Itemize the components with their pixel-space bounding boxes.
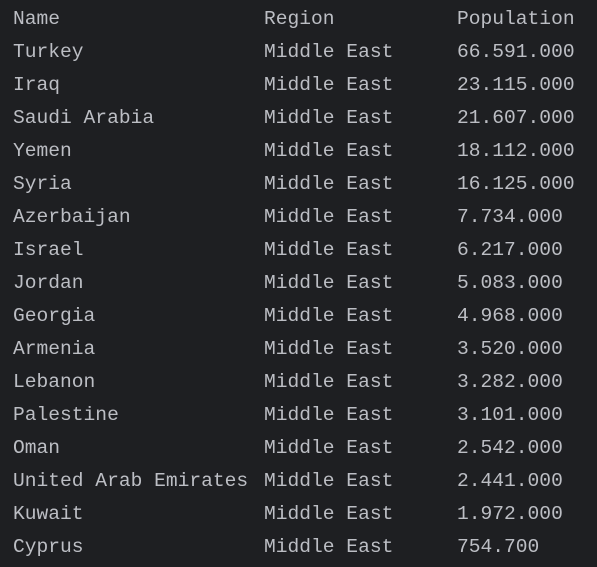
- population-cell: 5.083.000: [457, 272, 563, 294]
- region-cell: Middle East: [264, 404, 393, 426]
- population-cell: 2.441.000: [457, 470, 563, 492]
- population-cell: 3.101.000: [457, 404, 563, 426]
- region-cell: Middle East: [264, 437, 393, 459]
- region-cell: Middle East: [264, 74, 393, 96]
- name-cell: Azerbaijan: [13, 206, 131, 228]
- population-cell: 1.972.000: [457, 503, 563, 525]
- name-cell: Israel: [13, 239, 84, 261]
- region-cell: Middle East: [264, 239, 393, 261]
- region-cell: Middle East: [264, 140, 393, 162]
- name-cell: Cyprus: [13, 536, 84, 558]
- population-cell: 23.115.000: [457, 74, 575, 96]
- population-cell: 66.591.000: [457, 41, 575, 63]
- population-cell: 3.282.000: [457, 371, 563, 393]
- population-cell: 7.734.000: [457, 206, 563, 228]
- region-cell: Middle East: [264, 107, 393, 129]
- header-cell: Region: [264, 8, 335, 30]
- name-cell: Georgia: [13, 305, 96, 327]
- region-cell: Middle East: [264, 272, 393, 294]
- region-cell: Middle East: [264, 305, 393, 327]
- population-cell: 21.607.000: [457, 107, 575, 129]
- population-cell: 2.542.000: [457, 437, 563, 459]
- name-cell: Palestine: [13, 404, 119, 426]
- population-cell: 3.520.000: [457, 338, 563, 360]
- name-cell: Iraq: [13, 74, 60, 96]
- region-cell: Middle East: [264, 41, 393, 63]
- name-cell: Oman: [13, 437, 60, 459]
- header-cell: Name: [13, 8, 60, 30]
- name-cell: United Arab Emirates: [13, 470, 248, 492]
- header-cell: Population: [457, 8, 575, 30]
- name-cell: Syria: [13, 173, 72, 195]
- name-cell: Yemen: [13, 140, 72, 162]
- region-cell: Middle East: [264, 338, 393, 360]
- region-cell: Middle East: [264, 503, 393, 525]
- name-cell: Armenia: [13, 338, 96, 360]
- region-cell: Middle East: [264, 206, 393, 228]
- population-cell: 18.112.000: [457, 140, 575, 162]
- name-cell: Jordan: [13, 272, 84, 294]
- region-cell: Middle East: [264, 470, 393, 492]
- population-cell: 754.700: [457, 536, 539, 558]
- population-cell: 4.968.000: [457, 305, 563, 327]
- name-cell: Turkey: [13, 41, 84, 63]
- name-cell: Kuwait: [13, 503, 84, 525]
- region-cell: Middle East: [264, 536, 393, 558]
- name-cell: Lebanon: [13, 371, 95, 393]
- population-cell: 6.217.000: [457, 239, 563, 261]
- region-cell: Middle East: [264, 371, 393, 393]
- region-cell: Middle East: [264, 173, 393, 195]
- population-cell: 16.125.000: [457, 173, 575, 195]
- name-cell: Saudi Arabia: [13, 107, 154, 129]
